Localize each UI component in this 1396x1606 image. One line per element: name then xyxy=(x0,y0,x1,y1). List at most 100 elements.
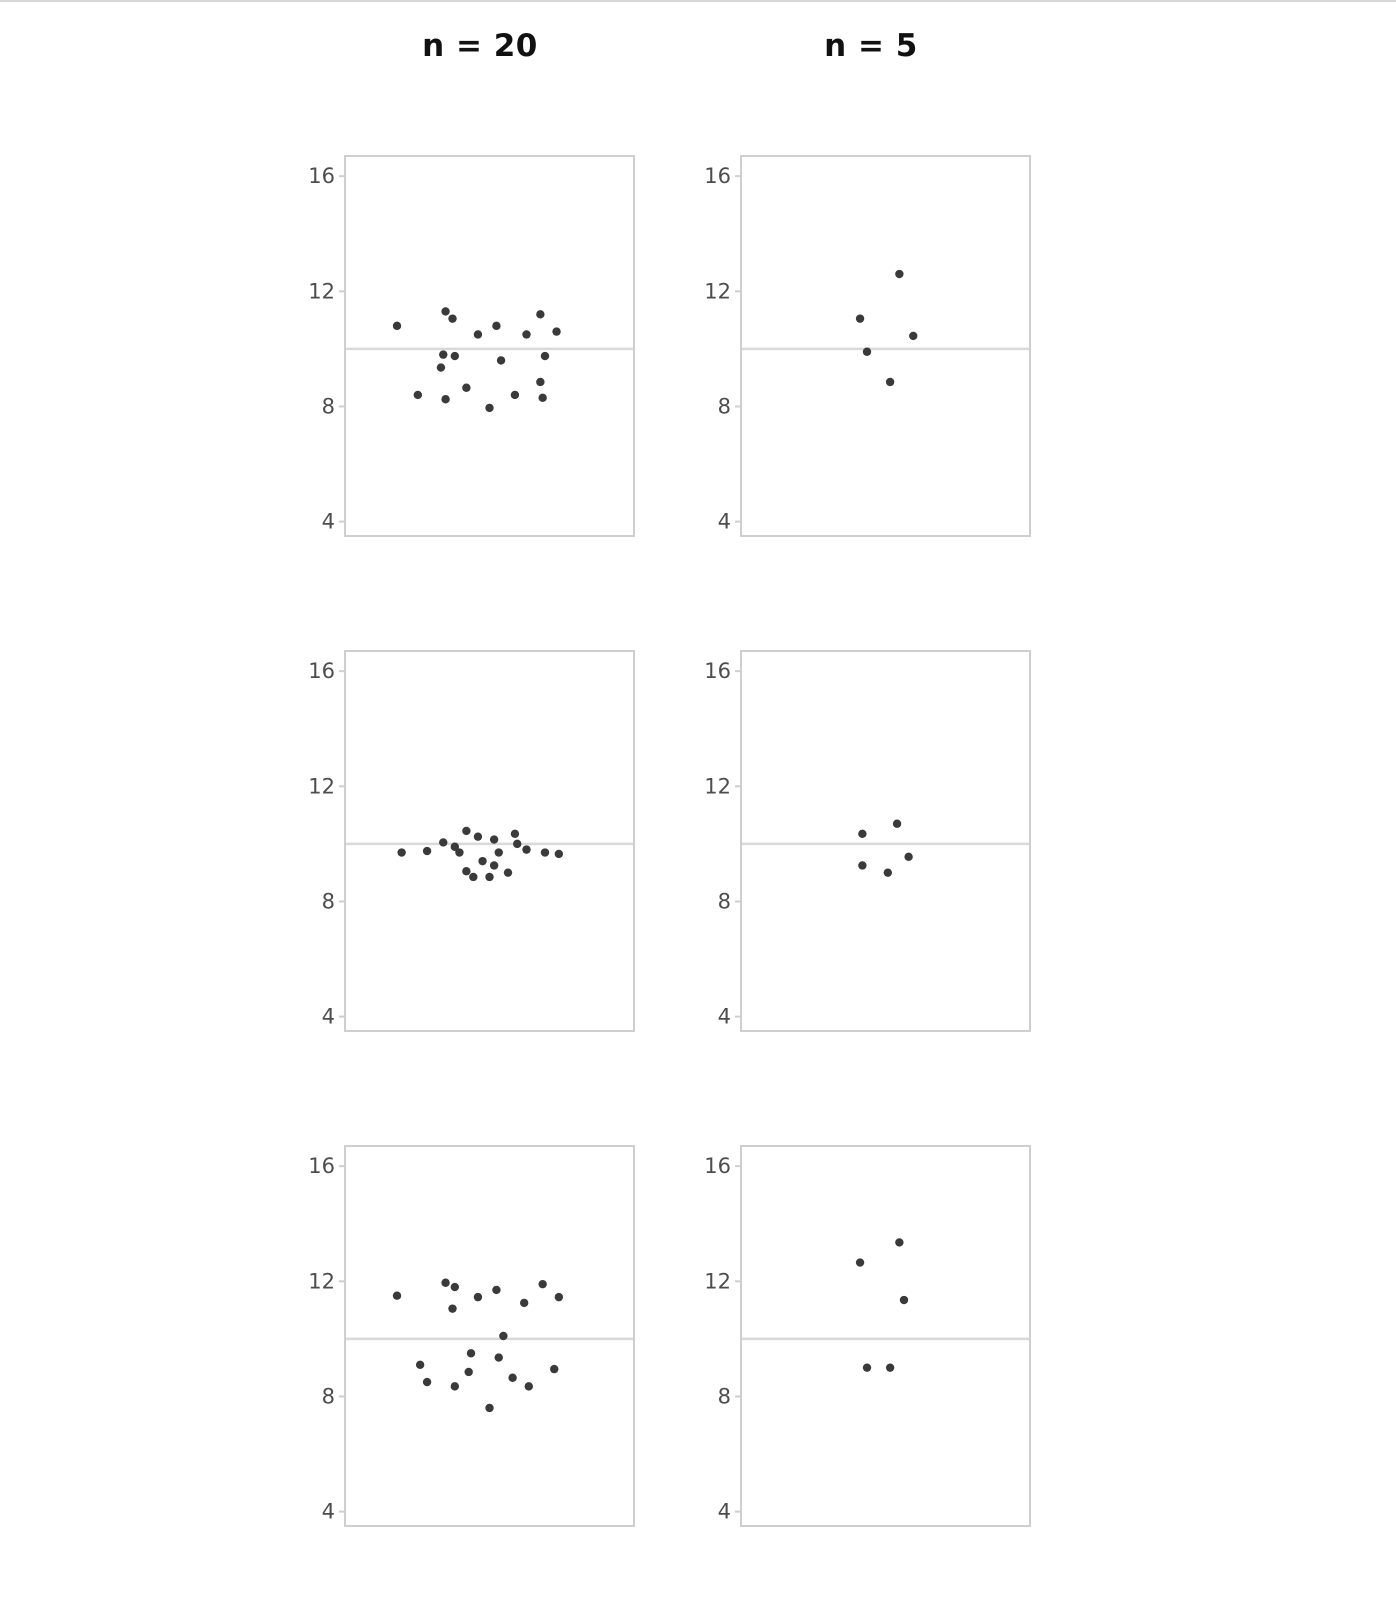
y-tick-label: 16 xyxy=(308,659,335,683)
data-point xyxy=(422,1377,432,1387)
data-point xyxy=(492,1285,501,1295)
data-point xyxy=(554,1292,564,1302)
data-point xyxy=(392,321,402,331)
data-point xyxy=(510,390,520,400)
data-point xyxy=(892,819,902,828)
data-point xyxy=(519,1298,529,1308)
data-point xyxy=(895,1238,904,1247)
data-point xyxy=(448,1304,457,1313)
panel-r3-n5: 4 8 12 16 xyxy=(704,1145,1031,1527)
y-tick-label: 12 xyxy=(704,774,731,798)
data-point xyxy=(895,269,904,279)
y-tick-label: 16 xyxy=(308,1154,335,1178)
data-point xyxy=(885,377,895,387)
data-point xyxy=(466,1349,476,1358)
y-tick-label: 4 xyxy=(322,1500,335,1524)
y-tick-label: 8 xyxy=(322,889,335,913)
panel-r1-n5: 4 8 12 16 xyxy=(704,155,1031,537)
data-point xyxy=(899,1295,909,1305)
data-point xyxy=(436,363,446,372)
y-tick-label: 8 xyxy=(718,394,731,418)
panel-r3-n20: 4 8 12 16 xyxy=(308,1145,635,1527)
column-title-n5: n = 5 xyxy=(824,28,918,64)
data-point xyxy=(462,383,471,392)
data-point xyxy=(422,846,432,856)
y-tick-label: 12 xyxy=(704,279,731,303)
y-tick-label: 4 xyxy=(718,1005,731,1029)
data-point xyxy=(885,1363,895,1372)
data-point xyxy=(441,307,450,316)
data-point xyxy=(552,327,561,336)
data-point xyxy=(392,1291,402,1300)
panel-border xyxy=(740,650,1031,1032)
data-point xyxy=(455,848,464,857)
data-point xyxy=(415,1360,425,1369)
data-point xyxy=(450,842,460,851)
data-point xyxy=(469,872,478,882)
data-point xyxy=(524,1382,534,1391)
data-point xyxy=(862,347,872,356)
data-point xyxy=(499,1331,508,1341)
data-point xyxy=(489,861,499,870)
data-point xyxy=(489,835,499,844)
y-tick-label: 16 xyxy=(704,164,731,188)
data-point xyxy=(550,1364,559,1374)
data-point xyxy=(540,848,550,857)
panel-r1-n20: 4 8 12 16 xyxy=(308,155,635,537)
data-point xyxy=(538,393,547,403)
data-point xyxy=(439,838,448,847)
y-tick-label: 4 xyxy=(718,1500,731,1524)
data-point xyxy=(538,1279,547,1289)
y-tick-label: 4 xyxy=(718,510,731,534)
data-point xyxy=(904,852,913,862)
data-point xyxy=(522,845,531,854)
data-point xyxy=(397,848,406,857)
column-title-n20: n = 20 xyxy=(422,28,538,64)
y-tick-label: 12 xyxy=(308,1269,335,1293)
data-point xyxy=(855,1258,865,1267)
panel-border xyxy=(344,650,635,1032)
data-point xyxy=(441,1278,450,1287)
data-point xyxy=(536,310,545,319)
y-tick-label: 12 xyxy=(704,1269,731,1293)
data-point xyxy=(858,861,867,870)
data-point xyxy=(494,848,503,857)
data-point xyxy=(413,390,423,400)
data-point xyxy=(485,1403,494,1413)
y-tick-label: 16 xyxy=(704,659,731,683)
data-point xyxy=(492,321,501,331)
data-point xyxy=(883,868,893,877)
data-point xyxy=(508,1373,517,1382)
data-point xyxy=(510,829,520,839)
data-point xyxy=(478,856,487,866)
data-point xyxy=(448,314,457,323)
data-point xyxy=(909,331,918,341)
data-point xyxy=(862,1363,872,1372)
y-tick-label: 8 xyxy=(322,394,335,418)
panel-r2-n20: 4 8 12 16 xyxy=(308,650,635,1032)
data-point xyxy=(503,868,513,877)
data-point xyxy=(450,1382,460,1391)
y-tick-label: 4 xyxy=(322,510,335,534)
data-point xyxy=(473,1292,483,1302)
y-tick-label: 16 xyxy=(704,1154,731,1178)
data-point xyxy=(485,403,494,413)
y-tick-label: 16 xyxy=(308,164,335,188)
panel-border xyxy=(344,155,635,537)
data-point xyxy=(462,826,471,836)
y-tick-label: 8 xyxy=(322,1384,335,1408)
data-point xyxy=(439,350,448,359)
data-point xyxy=(513,839,522,849)
data-point xyxy=(540,351,550,361)
panel-r2-n5: 4 8 12 16 xyxy=(704,650,1031,1032)
data-point xyxy=(450,351,460,361)
y-tick-label: 4 xyxy=(322,1005,335,1029)
y-tick-label: 8 xyxy=(718,1384,731,1408)
data-point xyxy=(485,872,494,882)
data-point xyxy=(536,377,545,387)
data-point xyxy=(494,1353,503,1362)
y-tick-label: 12 xyxy=(308,279,335,303)
data-point xyxy=(858,829,867,839)
data-point xyxy=(441,395,450,404)
